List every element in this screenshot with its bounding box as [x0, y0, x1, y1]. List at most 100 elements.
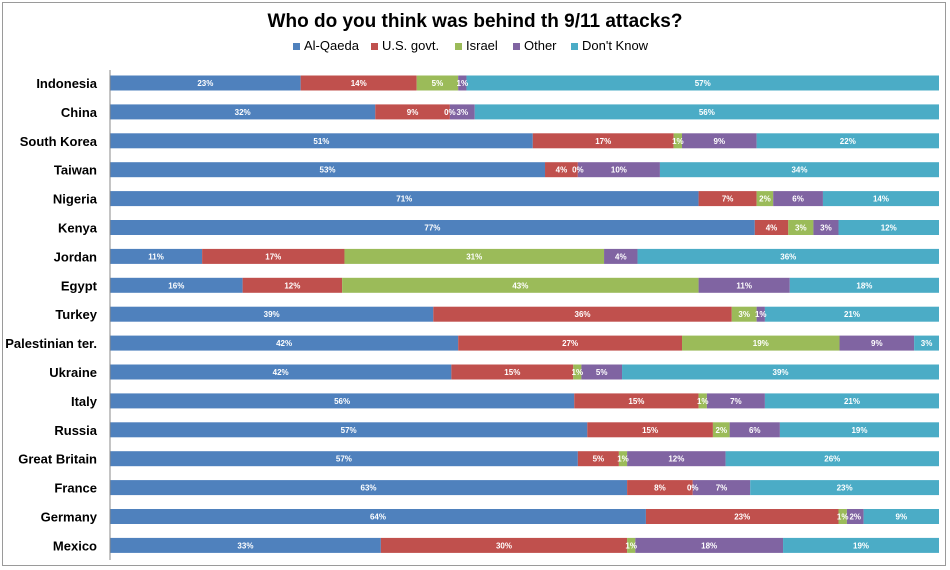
category-label-taiwan: Taiwan: [54, 163, 97, 178]
data-label-nigeria-don-t-know: 14%: [873, 195, 889, 204]
data-label-mexico-israel: 1%: [625, 541, 637, 550]
bar-france-u-s-govt: [627, 480, 693, 496]
data-label-egypt-other: 11%: [736, 281, 752, 290]
legend-swatch-don-t-know: [571, 43, 578, 50]
data-label-south-korea-other: 9%: [714, 137, 726, 146]
data-label-turkey-u-s-govt: 36%: [575, 310, 591, 319]
bar-palestinian-ter-u-s-govt: [458, 335, 683, 351]
bar-russia-israel: [712, 422, 730, 438]
data-label-italy-al-qaeda: 56%: [334, 397, 350, 406]
data-label-nigeria-other: 6%: [792, 195, 804, 204]
bar-indonesia-don-t-know: [466, 75, 939, 91]
chart-title: Who do you think was behind th 9/11 atta…: [268, 11, 683, 32]
data-label-kenya-al-qaeda: 77%: [424, 224, 440, 233]
bar-germany-don-t-know: [863, 509, 939, 524]
data-label-indonesia-don-t-know: 57%: [695, 79, 711, 88]
category-label-nigeria: Nigeria: [53, 192, 98, 207]
bar-ukraine-u-s-govt: [451, 364, 574, 380]
bar-south-korea-don-t-know: [756, 133, 939, 149]
legend-label-israel: Israel: [466, 38, 498, 53]
bar-kenya-other: [813, 220, 839, 235]
data-label-nigeria-israel: 2%: [759, 195, 771, 204]
data-label-jordan-u-s-govt: 17%: [265, 252, 281, 261]
bar-indonesia-u-s-govt: [300, 75, 417, 91]
data-label-ukraine-other: 5%: [596, 368, 608, 377]
data-label-france-don-t-know: 23%: [837, 484, 853, 493]
category-label-great-britain: Great Britain: [18, 452, 97, 467]
data-label-germany-israel: 1%: [837, 513, 849, 522]
bar-south-korea-al-qaeda: [110, 133, 533, 149]
data-label-russia-u-s-govt: 15%: [642, 426, 658, 435]
bar-russia-al-qaeda: [110, 422, 588, 438]
data-label-italy-other: 7%: [730, 397, 742, 406]
bar-italy-other: [706, 393, 765, 409]
data-label-germany-al-qaeda: 64%: [370, 513, 386, 522]
bar-mexico-other: [635, 537, 784, 553]
data-label-indonesia-israel: 5%: [432, 79, 444, 88]
data-label-palestinian-ter-don-t-know: 3%: [921, 339, 933, 348]
data-label-ukraine-israel: 1%: [572, 368, 584, 377]
data-label-russia-other: 6%: [749, 426, 761, 435]
bar-egypt-al-qaeda: [110, 277, 243, 293]
data-label-taiwan-other: 10%: [611, 166, 627, 175]
bar-nigeria-don-t-know: [822, 191, 939, 207]
data-label-china-u-s-govt: 9%: [407, 108, 419, 117]
bar-south-korea-israel: [673, 133, 683, 149]
category-label-jordan: Jordan: [54, 249, 97, 264]
category-label-kenya: Kenya: [58, 221, 98, 236]
data-label-jordan-al-qaeda: 11%: [148, 252, 164, 261]
bar-mexico-don-t-know: [783, 537, 939, 553]
bar-jordan-israel: [344, 248, 605, 264]
data-label-mexico-al-qaeda: 33%: [237, 541, 253, 550]
bar-great-britain-u-s-govt: [577, 451, 619, 467]
legend-swatch-israel: [455, 43, 462, 50]
data-label-mexico-u-s-govt: 30%: [496, 541, 512, 550]
bar-italy-u-s-govt: [574, 393, 699, 409]
bar-turkey-don-t-know: [764, 306, 939, 322]
data-label-jordan-israel: 31%: [466, 252, 482, 261]
chart-svg: Who do you think was behind th 9/11 atta…: [5, 11, 939, 560]
data-label-indonesia-other: 1%: [457, 79, 469, 88]
data-label-russia-israel: 2%: [716, 426, 728, 435]
data-label-turkey-al-qaeda: 39%: [264, 310, 280, 319]
bar-jordan-don-t-know: [637, 248, 939, 264]
data-label-palestinian-ter-al-qaeda: 42%: [276, 339, 292, 348]
bar-egypt-u-s-govt: [242, 277, 343, 293]
bar-indonesia-other: [458, 75, 467, 91]
bars: [110, 75, 939, 553]
bar-ukraine-al-qaeda: [110, 364, 452, 380]
bar-germany-israel: [838, 509, 847, 524]
bar-taiwan-u-s-govt: [545, 162, 578, 178]
bar-jordan-al-qaeda: [110, 248, 203, 264]
category-labels: Indonesia China South Korea Taiwan Nigeria Ke…: [5, 76, 98, 553]
data-labels: 23% 14% 5% 1% 57%32% 9% 0% 3% 56%51% 17% 1% 9% 22%53…: [148, 79, 932, 550]
legend-label-al-qaeda: Al-Qaeda: [304, 38, 360, 53]
bar-italy-al-qaeda: [110, 393, 575, 409]
data-label-turkey-israel: 3%: [738, 310, 750, 319]
data-label-china-don-t-know: 56%: [699, 108, 715, 117]
bar-china-other: [449, 104, 475, 120]
category-label-turkey: Turkey: [55, 307, 97, 322]
legend-label-don-t-know: Don't Know: [582, 38, 649, 53]
data-label-russia-al-qaeda: 57%: [341, 426, 357, 435]
bar-russia-don-t-know: [779, 422, 939, 438]
data-label-south-korea-don-t-know: 22%: [840, 137, 856, 146]
data-label-kenya-u-s-govt: 4%: [766, 224, 778, 233]
data-label-south-korea-al-qaeda: 51%: [313, 137, 329, 146]
bar-taiwan-other: [577, 162, 660, 178]
category-label-mexico: Mexico: [53, 538, 97, 553]
category-label-indonesia: Indonesia: [36, 76, 97, 91]
bar-nigeria-other: [773, 191, 823, 207]
bar-italy-israel: [698, 393, 707, 409]
bar-kenya-al-qaeda: [110, 220, 755, 235]
data-label-turkey-don-t-know: 21%: [844, 310, 860, 319]
bar-great-britain-don-t-know: [725, 451, 939, 467]
bar-jordan-u-s-govt: [202, 248, 345, 264]
data-label-south-korea-u-s-govt: 17%: [595, 137, 611, 146]
bar-ukraine-other: [581, 364, 623, 380]
bar-mexico-u-s-govt: [380, 537, 628, 553]
bar-palestinian-ter-israel: [682, 335, 840, 351]
data-label-ukraine-don-t-know: 39%: [773, 368, 789, 377]
legend-swatch-other: [513, 43, 520, 50]
data-label-china-israel: 0%: [444, 108, 456, 117]
